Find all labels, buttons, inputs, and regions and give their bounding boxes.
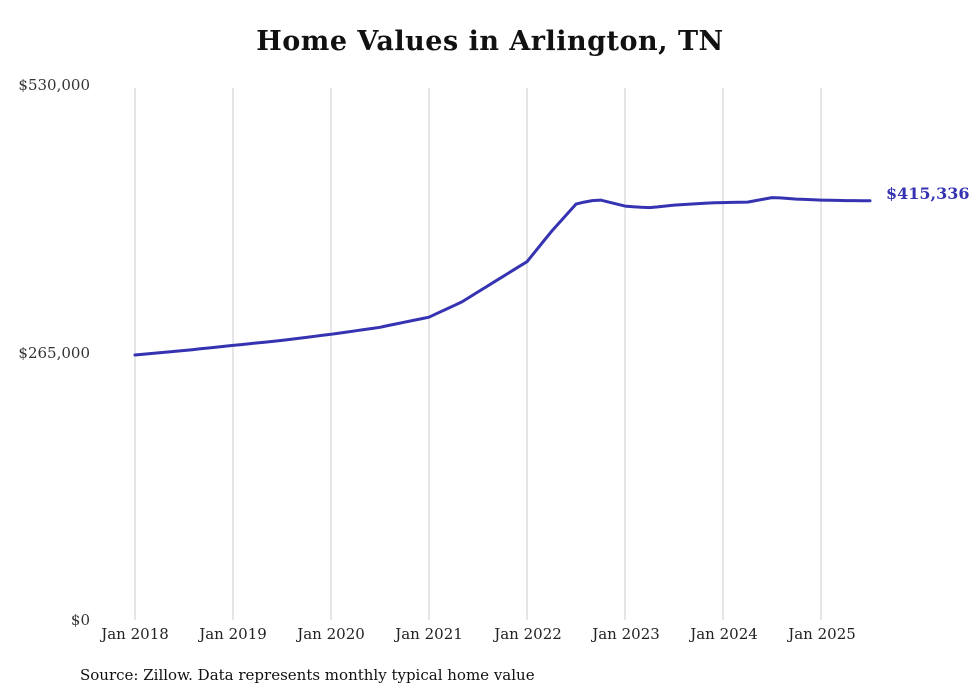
home-value-series-line xyxy=(133,196,872,357)
latest-value-label: $415,336 xyxy=(886,184,970,203)
source-note: Source: Zillow. Data represents monthly … xyxy=(80,666,535,684)
x-axis-tick-2024: Jan 2024 xyxy=(690,625,758,643)
x-axis-tick-2020: Jan 2020 xyxy=(297,625,365,643)
x-axis-tick-2019: Jan 2019 xyxy=(199,625,267,643)
y-axis-tick-530000: $530,000 xyxy=(18,76,90,94)
x-axis-tick-2021: Jan 2021 xyxy=(395,625,463,643)
x-axis-tick-2018: Jan 2018 xyxy=(101,625,169,643)
x-axis-tick-2023: Jan 2023 xyxy=(592,625,660,643)
y-axis-tick-265000: $265,000 xyxy=(18,344,90,362)
x-axis-tick-2022: Jan 2022 xyxy=(494,625,562,643)
x-axis-tick-2025: Jan 2025 xyxy=(788,625,856,643)
y-axis-tick-0: $0 xyxy=(70,611,90,629)
chart-title: Home Values in Arlington, TN xyxy=(256,26,724,57)
